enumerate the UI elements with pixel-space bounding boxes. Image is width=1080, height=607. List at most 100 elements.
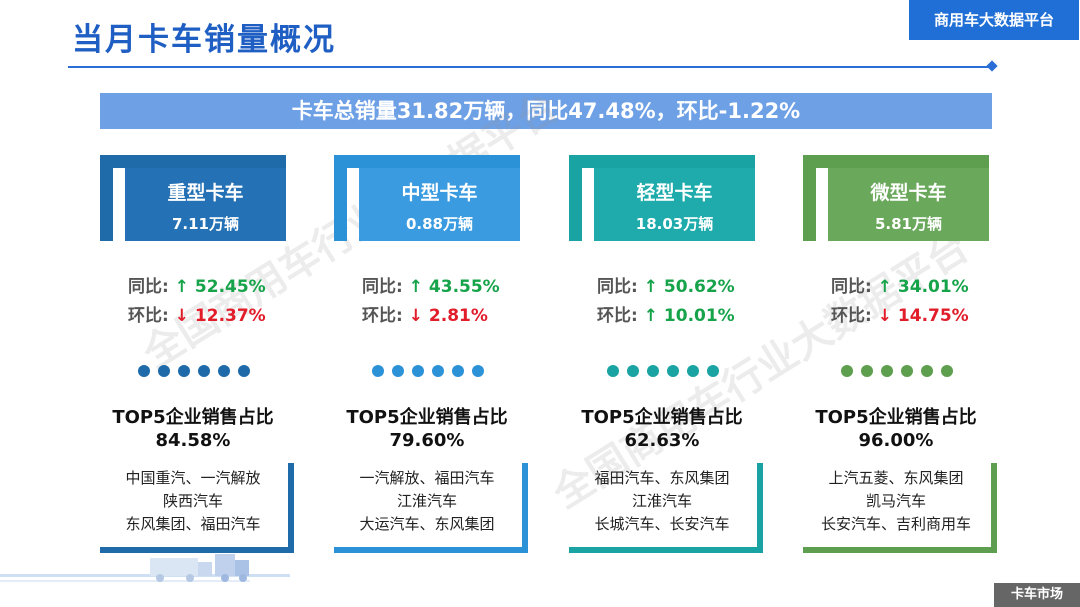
mom-value: 10.01% bbox=[663, 306, 735, 326]
top5-company-line: 福田汽车、东风集团 bbox=[594, 469, 730, 487]
yoy-label: 同比: bbox=[597, 277, 638, 297]
header-frame bbox=[334, 155, 520, 168]
header-frame bbox=[100, 155, 286, 168]
dot-icon bbox=[647, 365, 659, 377]
yoy-row: 同比: ↑ 50.62% bbox=[597, 273, 755, 302]
top5-list: 上汽五菱、东风集团 凯马汽车 长安汽车、吉利商用车 bbox=[803, 463, 997, 553]
top5-list: 一汽解放、福田汽车 江淮汽车 大运汽车、东风集团 bbox=[334, 463, 528, 553]
brand-badge: 商用车大数据平台 bbox=[909, 0, 1079, 40]
top5-list: 福田汽车、东风集团 江淮汽车 长城汽车、长安汽车 bbox=[569, 463, 763, 553]
top5-company-line: 长安汽车、吉利商用车 bbox=[820, 515, 971, 533]
top5-list: 中国重汽、一汽解放 陕西汽车东风集团、福田汽车 bbox=[100, 463, 294, 553]
yoy-value: 43.55% bbox=[428, 277, 500, 297]
page-title: 当月卡车销量概况 bbox=[72, 22, 336, 58]
mom-row: 环比: ↓ 14.75% bbox=[831, 302, 989, 331]
mom-row: 环比: ↓ 12.37% bbox=[128, 302, 286, 331]
yoy-arrow-icon: ↑ bbox=[408, 277, 423, 297]
mom-label: 环比: bbox=[831, 306, 872, 326]
category-header: 中型卡车 0.88万辆 bbox=[334, 155, 520, 241]
yoy-label: 同比: bbox=[128, 277, 169, 297]
yoy-row: 同比: ↑ 34.01% bbox=[831, 273, 989, 302]
top5-company-line: 长城汽车、长安汽车 bbox=[594, 515, 730, 533]
top5-share: 79.60% bbox=[389, 430, 465, 451]
yoy-label: 同比: bbox=[362, 277, 403, 297]
growth-stats: 同比: ↑ 34.01% 环比: ↓ 14.75% bbox=[803, 273, 989, 331]
dot-separator bbox=[569, 365, 755, 379]
category-header: 重型卡车 7.11万辆 bbox=[100, 155, 286, 241]
dot-icon bbox=[452, 365, 464, 377]
dot-icon bbox=[861, 365, 873, 377]
top5-company-line: 一汽解放、福田汽车 bbox=[359, 469, 495, 487]
top5-company-line: 陕西汽车 bbox=[162, 492, 223, 510]
header-panel: 中型卡车 0.88万辆 bbox=[359, 168, 520, 241]
mom-row: 环比: ↑ 10.01% bbox=[597, 302, 755, 331]
yoy-value: 52.45% bbox=[194, 277, 266, 297]
header-frame bbox=[569, 155, 755, 168]
top5-title: TOP5企业销售占比 bbox=[815, 407, 977, 428]
growth-stats: 同比: ↑ 52.45% 环比: ↓ 12.37% bbox=[100, 273, 286, 331]
mom-arrow-icon: ↑ bbox=[643, 306, 658, 326]
dot-icon bbox=[607, 365, 619, 377]
top5-title: TOP5企业销售占比 bbox=[581, 407, 743, 428]
category-name: 重型卡车 bbox=[167, 182, 244, 204]
dot-icon bbox=[881, 365, 893, 377]
yoy-row: 同比: ↑ 52.45% bbox=[128, 273, 286, 302]
mom-label: 环比: bbox=[597, 306, 638, 326]
dot-icon bbox=[432, 365, 444, 377]
list-frame bbox=[522, 463, 528, 551]
list-frame bbox=[334, 547, 528, 553]
top5-share: 84.58% bbox=[155, 430, 231, 451]
header-panel: 微型卡车 5.81万辆 bbox=[828, 168, 989, 241]
dot-separator bbox=[100, 365, 286, 379]
category-header: 微型卡车 5.81万辆 bbox=[803, 155, 989, 241]
header-frame bbox=[803, 155, 816, 241]
yoy-arrow-icon: ↑ bbox=[877, 277, 892, 297]
top5-title: TOP5企业销售占比 bbox=[346, 407, 508, 428]
dot-separator bbox=[334, 365, 520, 379]
summary-banner: 卡车总销量31.82万辆，同比47.48%，环比-1.22% bbox=[100, 93, 992, 129]
category-header: 轻型卡车 18.03万辆 bbox=[569, 155, 755, 241]
growth-stats: 同比: ↑ 50.62% 环比: ↑ 10.01% bbox=[569, 273, 755, 331]
header-frame bbox=[100, 155, 113, 241]
dot-icon bbox=[707, 365, 719, 377]
header-frame bbox=[803, 155, 989, 168]
top5-share: 62.63% bbox=[624, 430, 700, 451]
dot-icon bbox=[687, 365, 699, 377]
yoy-arrow-icon: ↑ bbox=[643, 277, 658, 297]
dot-icon bbox=[218, 365, 230, 377]
dot-icon bbox=[238, 365, 250, 377]
growth-stats: 同比: ↑ 43.55% 环比: ↓ 2.81% bbox=[334, 273, 520, 331]
dot-icon bbox=[841, 365, 853, 377]
category-card: 轻型卡车 18.03万辆 同比: ↑ 50.62% 环比: ↑ 10.01% TOP5企… bbox=[569, 155, 763, 553]
list-frame bbox=[803, 547, 997, 553]
mom-arrow-icon: ↓ bbox=[408, 306, 423, 326]
category-sales: 18.03万辆 bbox=[635, 215, 714, 233]
header-frame bbox=[569, 155, 582, 241]
category-name: 中型卡车 bbox=[401, 182, 478, 204]
top5-company-line: 江淮汽车 bbox=[396, 492, 457, 510]
top5-company-line: 凯马汽车 bbox=[865, 492, 926, 510]
list-frame bbox=[288, 463, 294, 551]
header-panel: 轻型卡车 18.03万辆 bbox=[594, 168, 755, 241]
dot-icon bbox=[178, 365, 190, 377]
dot-icon bbox=[412, 365, 424, 377]
list-frame bbox=[991, 463, 997, 551]
category-sales: 5.81万辆 bbox=[874, 215, 942, 233]
list-frame bbox=[100, 547, 294, 553]
header-panel: 重型卡车 7.11万辆 bbox=[125, 168, 286, 241]
mom-label: 环比: bbox=[362, 306, 403, 326]
mom-value: 2.81% bbox=[428, 306, 488, 326]
dot-icon bbox=[901, 365, 913, 377]
title-divider bbox=[68, 66, 993, 68]
list-frame bbox=[757, 463, 763, 551]
category-name: 微型卡车 bbox=[870, 182, 947, 204]
mom-row: 环比: ↓ 2.81% bbox=[362, 302, 520, 331]
dot-icon bbox=[941, 365, 953, 377]
dot-icon bbox=[372, 365, 384, 377]
category-card: 重型卡车 7.11万辆 同比: ↑ 52.45% 环比: ↓ 12.37% TOP5企业… bbox=[100, 155, 294, 553]
yoy-value: 34.01% bbox=[897, 277, 969, 297]
top5-company-line: 中国重汽、一汽解放 bbox=[125, 469, 261, 487]
dot-icon bbox=[198, 365, 210, 377]
mom-arrow-icon: ↓ bbox=[877, 306, 892, 326]
top5-company-line: 东风集团、福田汽车 bbox=[125, 515, 261, 533]
